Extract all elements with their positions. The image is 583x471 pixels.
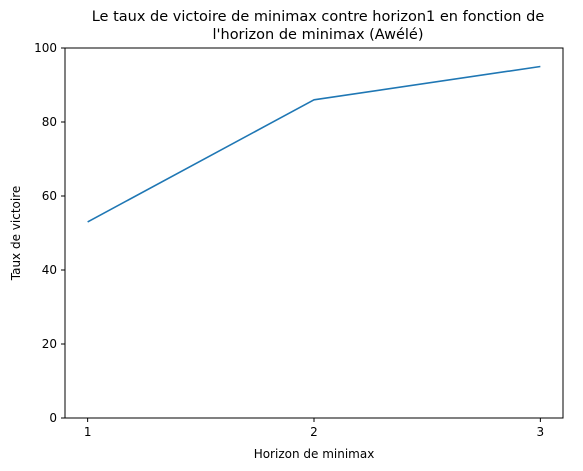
y-tick-label: 0 <box>49 411 57 425</box>
chart-title-line-2: l'horizon de minimax (Awélé) <box>212 27 423 43</box>
y-tick-label: 20 <box>42 337 57 351</box>
y-tick-label: 100 <box>34 41 57 55</box>
x-tick-label: 2 <box>310 425 318 439</box>
x-tick-label: 1 <box>84 425 92 439</box>
series-line <box>87 65 541 223</box>
axis-ticks: 1 2 3 0 20 40 60 80 100 <box>34 41 544 439</box>
y-tick-label: 80 <box>42 115 57 129</box>
y-tick-label: 60 <box>42 189 57 203</box>
y-tick-label: 40 <box>42 263 57 277</box>
x-axis-label: Horizon de minimax <box>254 447 375 461</box>
series-group <box>87 65 541 223</box>
x-tick-label: 3 <box>537 425 545 439</box>
chart-title-line-1: Le taux de victoire de minimax contre ho… <box>92 9 545 25</box>
plot-area-frame <box>64 47 564 419</box>
y-axis-label: Taux de victoire <box>9 186 23 282</box>
